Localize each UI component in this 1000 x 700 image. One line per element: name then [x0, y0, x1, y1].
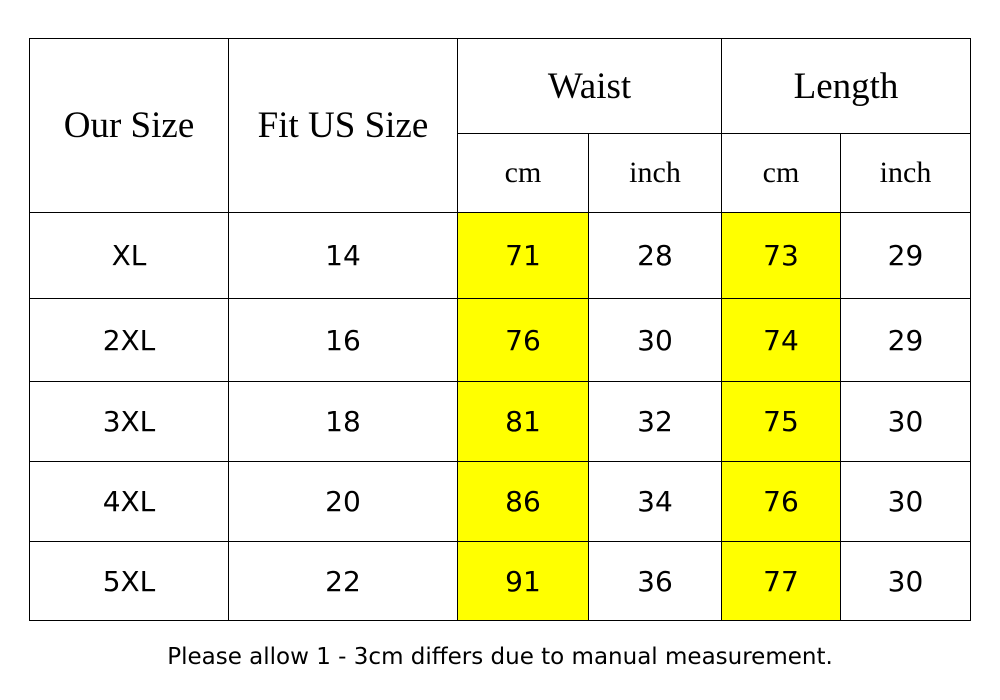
cell-our-size: XL	[29, 212, 229, 299]
cell-length-inch: 30	[840, 541, 971, 621]
header-fit-us-size: Fit US Size	[228, 38, 458, 213]
header-length: Length	[721, 38, 971, 134]
cell-our-size: 2XL	[29, 298, 229, 382]
table-row: 2XL 16 76 30 74 29	[29, 298, 971, 382]
table-row: 3XL 18 81 32 75 30	[29, 381, 971, 462]
table-row: 5XL 22 91 36 77 30	[29, 541, 971, 621]
header-our-size: Our Size	[29, 38, 229, 213]
cell-our-size: 4XL	[29, 461, 229, 542]
cell-length-cm: 77	[721, 541, 841, 621]
cell-waist-inch: 32	[588, 381, 722, 462]
header-length-cm: cm	[721, 133, 841, 213]
header-waist-inch: inch	[588, 133, 722, 213]
cell-fit-us: 22	[228, 541, 458, 621]
cell-length-cm: 73	[721, 212, 841, 299]
cell-waist-cm: 91	[457, 541, 589, 621]
cell-length-cm: 75	[721, 381, 841, 462]
cell-length-inch: 29	[840, 212, 971, 299]
cell-waist-cm: 76	[457, 298, 589, 382]
cell-waist-cm: 86	[457, 461, 589, 542]
cell-waist-inch: 30	[588, 298, 722, 382]
cell-waist-inch: 34	[588, 461, 722, 542]
cell-waist-inch: 36	[588, 541, 722, 621]
cell-fit-us: 16	[228, 298, 458, 382]
cell-length-inch: 29	[840, 298, 971, 382]
cell-length-cm: 74	[721, 298, 841, 382]
cell-fit-us: 20	[228, 461, 458, 542]
table-row: XL 14 71 28 73 29	[29, 212, 971, 299]
cell-our-size: 5XL	[29, 541, 229, 621]
table-row: 4XL 20 86 34 76 30	[29, 461, 971, 542]
header-waist-cm: cm	[457, 133, 589, 213]
cell-fit-us: 14	[228, 212, 458, 299]
cell-waist-cm: 81	[457, 381, 589, 462]
cell-our-size: 3XL	[29, 381, 229, 462]
cell-fit-us: 18	[228, 381, 458, 462]
measurement-note: Please allow 1 - 3cm differs due to manu…	[167, 644, 833, 670]
size-table: Our Size Fit US Size Waist Length cm inc…	[29, 38, 971, 621]
cell-waist-cm: 71	[457, 212, 589, 299]
header-waist: Waist	[457, 38, 722, 134]
cell-length-inch: 30	[840, 461, 971, 542]
cell-length-inch: 30	[840, 381, 971, 462]
header-length-inch: inch	[840, 133, 971, 213]
cell-length-cm: 76	[721, 461, 841, 542]
cell-waist-inch: 28	[588, 212, 722, 299]
